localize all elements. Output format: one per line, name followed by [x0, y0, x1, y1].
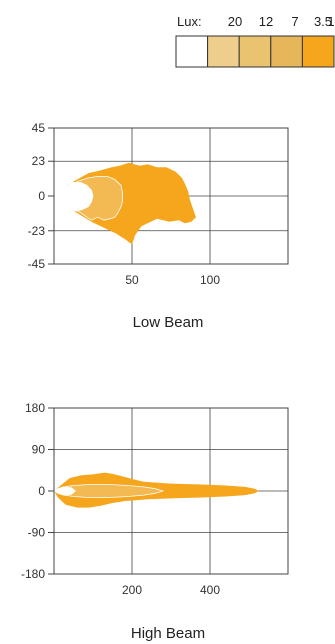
lux-region-20 [54, 182, 93, 211]
chart-title: High Beam [131, 625, 205, 642]
y-tick-label: -180 [21, 567, 45, 581]
y-tick-label: 45 [32, 121, 46, 135]
x-tick-label: 100 [200, 273, 220, 287]
lux-swatch-7 [239, 36, 271, 67]
x-tick-label: 200 [122, 583, 142, 597]
x-tick-label: 50 [125, 273, 139, 287]
lux-swatch-1 [302, 36, 334, 67]
lux-swatch-3.5 [271, 36, 303, 67]
lux-legend-label: Lux: [177, 14, 202, 29]
y-tick-label: -90 [28, 526, 46, 540]
y-tick-label: 0 [38, 189, 45, 203]
lux-value-7: 7 [291, 14, 298, 29]
y-tick-label: -23 [28, 224, 46, 238]
lux-swatch-20 [176, 36, 208, 67]
lux-value-12: 12 [259, 14, 273, 29]
y-tick-label: 90 [32, 443, 46, 457]
chart-title: Low Beam [133, 314, 204, 331]
y-tick-label: 180 [25, 401, 45, 415]
x-tick-label: 400 [200, 583, 220, 597]
lux-swatch-12 [208, 36, 240, 67]
low-beam-chart: 45 23 0 -23 -45 50 100 Low Beam [28, 121, 288, 331]
y-tick-label: 23 [32, 154, 46, 168]
y-tick-label: -45 [28, 257, 46, 271]
lux-value-20: 20 [228, 14, 242, 29]
lux-value-1: 1 [327, 14, 334, 29]
high-beam-chart: 180 90 0 -90 -180 200 400 High Beam [21, 401, 288, 642]
lux-legend: Lux: 20 12 7 3.51 [176, 14, 335, 67]
y-tick-label: 0 [38, 484, 45, 498]
